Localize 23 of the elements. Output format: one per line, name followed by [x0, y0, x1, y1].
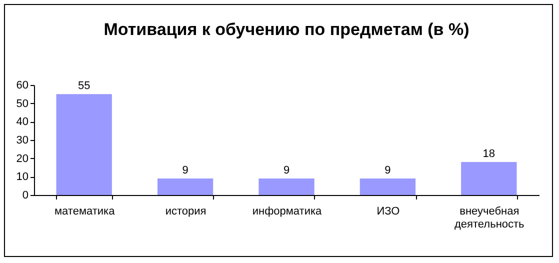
y-tick-label: 60 [16, 80, 28, 92]
bar [258, 178, 314, 195]
y-tick-label: 50 [16, 98, 28, 110]
x-tick-label: история [165, 206, 206, 218]
data-label: 18 [482, 148, 496, 160]
x-tick-label: внеучебная деятельность [454, 206, 525, 230]
y-tick-label: 30 [16, 134, 28, 146]
x-tick-label: ИЗО [376, 206, 400, 218]
chart-title: Мотивация к обучению по предметам (в %) [104, 20, 470, 39]
data-label: 9 [182, 164, 188, 176]
y-tick-label: 20 [16, 152, 28, 165]
data-label: 55 [78, 80, 90, 92]
data-label: 9 [384, 164, 391, 176]
bar [461, 162, 517, 195]
y-tick-label: 0 [22, 190, 28, 202]
y-tick-label: 10 [16, 171, 28, 184]
x-tick-label: математика [54, 206, 116, 218]
x-tick-label: информатика [252, 206, 323, 218]
bar [360, 178, 416, 195]
data-label: 9 [283, 164, 290, 176]
y-tick-label: 40 [16, 116, 28, 128]
bar [157, 178, 214, 195]
bar [56, 94, 112, 195]
